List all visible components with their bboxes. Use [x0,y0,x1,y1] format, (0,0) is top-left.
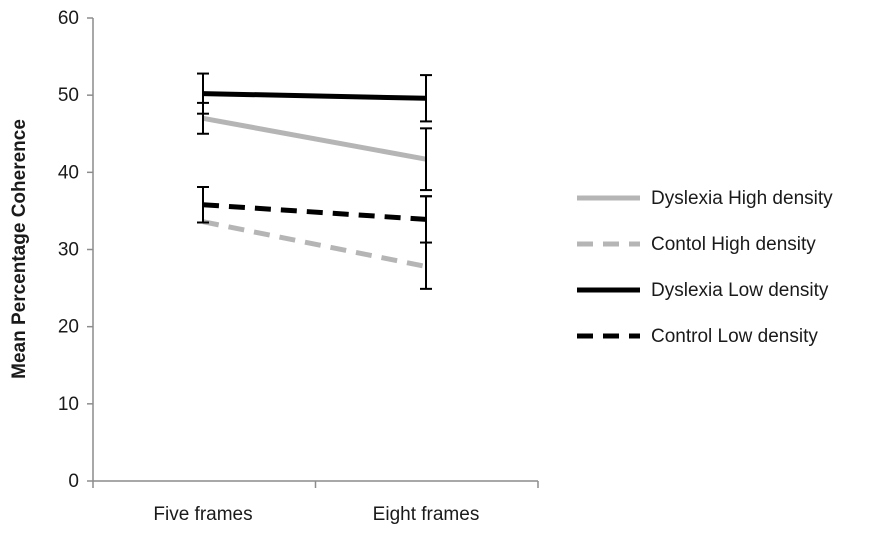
series-line [202,115,427,162]
y-tick-label: 20 [58,317,79,338]
error-bar [197,72,209,115]
legend-item: Dyslexia Low density [577,280,829,301]
series-line [202,91,427,101]
y-tick-label: 10 [58,394,79,415]
error-bar [197,185,209,224]
y-tick-label: 40 [58,162,79,183]
legend-label: Control Low density [651,326,818,347]
legend-label: Contol High density [651,234,816,255]
error-bars [197,72,432,290]
x-category-label: Five frames [153,504,252,525]
legend-item: Control Low density [577,326,818,347]
legend-label: Dyslexia High density [651,188,833,209]
series-lines [202,91,427,269]
y-axis-title: Mean Percentage Coherence [9,119,30,379]
error-bar [420,74,432,123]
axes [92,18,538,482]
legend-item: Contol High density [577,234,816,255]
series-line [202,219,427,269]
error-bar [420,195,432,290]
y-tick-label: 30 [58,240,79,261]
series-line [202,202,427,222]
legend-label: Dyslexia Low density [651,280,829,301]
y-ticks: 0 10 20 30 40 50 60 [58,8,93,492]
y-tick-label: 60 [58,8,79,29]
legend: Dyslexia High density Contol High density… [577,188,833,347]
error-bar [420,127,432,192]
legend-item: Dyslexia High density [577,188,833,209]
x-ticks: Five frames Eight frames [92,481,539,525]
y-tick-label: 0 [68,471,79,492]
y-tick-label: 50 [58,85,79,106]
x-category-label: Eight frames [373,504,480,525]
